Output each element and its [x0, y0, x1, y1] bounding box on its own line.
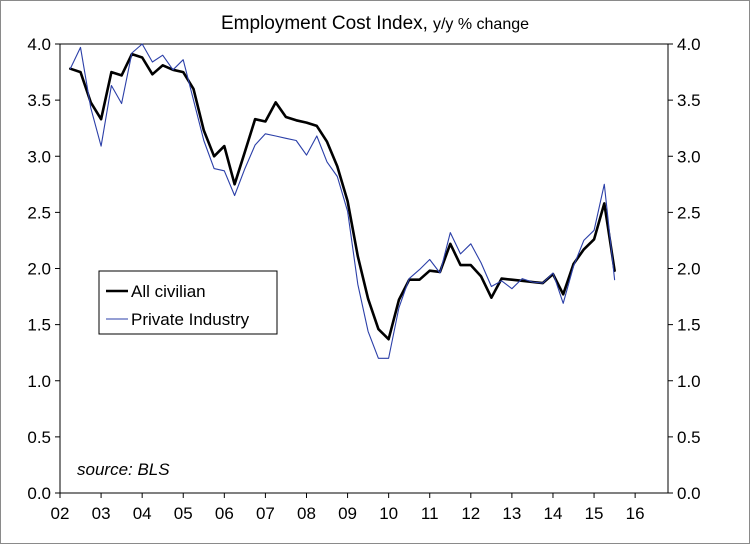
y-tick-label-left: 1.0 — [27, 372, 51, 391]
y-tick-label-left: 3.5 — [27, 91, 51, 110]
y-tick-label-right: 3.0 — [677, 147, 701, 166]
legend-box — [98, 270, 278, 335]
y-tick-label-left: 1.5 — [27, 316, 51, 335]
x-tick-label: 14 — [544, 504, 563, 523]
source-note: source: BLS — [77, 460, 170, 479]
y-tick-label-left: 3.0 — [27, 147, 51, 166]
x-tick-label: 16 — [626, 504, 645, 523]
chart-subtitle: y/y % change — [433, 16, 529, 33]
x-tick-label: 06 — [215, 504, 234, 523]
y-tick-label-right: 1.5 — [677, 316, 701, 335]
x-tick-label: 08 — [297, 504, 316, 523]
y-tick-label-right: 1.0 — [677, 372, 701, 391]
legend: All civilian Private Industry — [98, 270, 278, 335]
y-tick-label-right: 0.5 — [677, 428, 701, 447]
series-line-all-civilian — [69, 52, 616, 341]
y-tick-label-right: 2.5 — [677, 203, 701, 222]
y-tick-label-right: 3.5 — [677, 91, 701, 110]
x-tick-label: 15 — [585, 504, 604, 523]
y-tick-label-left: 0.0 — [27, 484, 51, 503]
x-tick-label: 07 — [256, 504, 275, 523]
y-tick-label-left: 0.5 — [27, 428, 51, 447]
x-tick-label: 03 — [92, 504, 111, 523]
x-tick-label: 09 — [338, 504, 357, 523]
series-layer — [69, 43, 616, 359]
plot-area — [59, 43, 669, 494]
x-tick-label: 13 — [502, 504, 521, 523]
x-tick-label: 10 — [379, 504, 398, 523]
y-tick-label-right: 2.0 — [677, 260, 701, 279]
chart-title: Employment Cost Index, y/y % change — [221, 13, 529, 34]
legend-label-private-industry: Private Industry — [131, 310, 250, 329]
x-tick-label: 12 — [461, 504, 480, 523]
x-axis-ticks: 02 03 04 05 06 07 08 09 10 11 12 13 14 15 16 — [51, 493, 645, 523]
chart-title-main: Employment Cost Index, — [221, 13, 428, 34]
y-tick-label-left: 2.0 — [27, 260, 51, 279]
y-tick-label-right: 4.0 — [677, 35, 701, 54]
x-tick-label: 02 — [51, 504, 70, 523]
y-axis-ticks: 0.0 0.0 0.5 0.5 1.0 1.0 1.5 1.5 2.0 2.0 2.5 2.5 3.0 3… — [27, 35, 700, 503]
y-tick-label-left: 4.0 — [27, 35, 51, 54]
y-tick-label-right: 0.0 — [677, 484, 701, 503]
x-tick-label: 05 — [174, 504, 193, 523]
legend-label-all-civilian: All civilian — [131, 282, 206, 301]
x-tick-label: 04 — [133, 504, 152, 523]
y-tick-label-left: 2.5 — [27, 203, 51, 222]
series-line-private-industry — [69, 43, 616, 359]
x-tick-label: 11 — [421, 504, 439, 523]
